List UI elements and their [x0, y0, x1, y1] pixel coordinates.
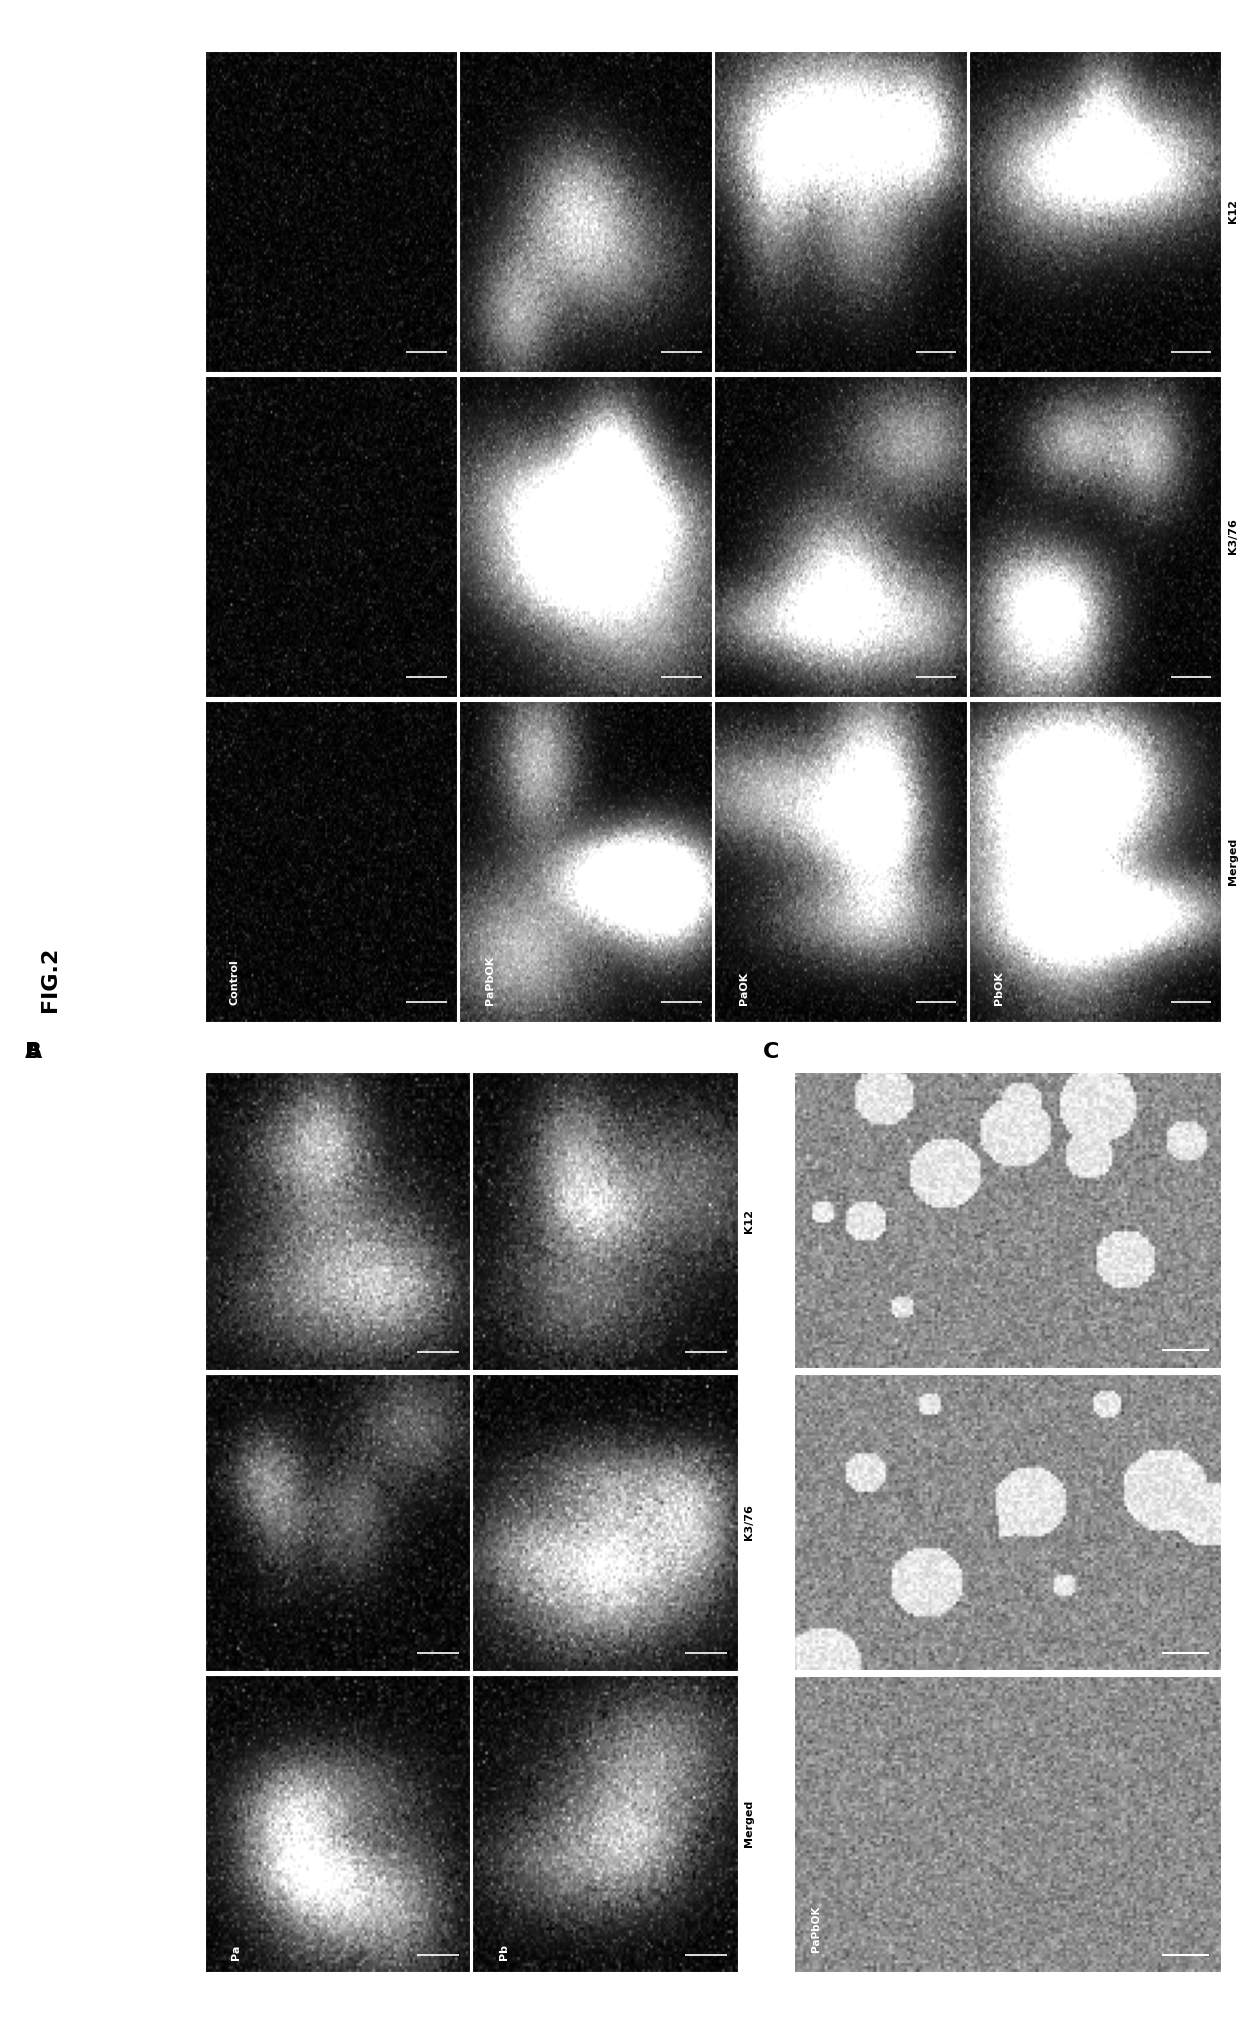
- Text: Control: Control: [229, 959, 239, 1005]
- Text: PaPbOK: PaPbOK: [485, 957, 495, 1005]
- Text: Pb: Pb: [498, 1944, 508, 1960]
- Text: C: C: [763, 1042, 779, 1062]
- Text: K3/76: K3/76: [1228, 518, 1238, 554]
- Text: PaOK: PaOK: [739, 973, 749, 1005]
- Text: PaPbOK: PaPbOK: [811, 1906, 821, 1952]
- Text: PbOK: PbOK: [994, 971, 1004, 1005]
- Text: Pa: Pa: [231, 1944, 241, 1960]
- Text: K12: K12: [744, 1210, 754, 1232]
- Text: K12: K12: [1228, 198, 1238, 223]
- Text: A: A: [25, 1042, 42, 1062]
- Text: B: B: [25, 1042, 42, 1062]
- Text: FIG.2: FIG.2: [40, 947, 60, 1012]
- Text: Merged: Merged: [1228, 838, 1238, 884]
- Text: K3/76: K3/76: [744, 1505, 754, 1540]
- Text: Merged: Merged: [744, 1800, 754, 1847]
